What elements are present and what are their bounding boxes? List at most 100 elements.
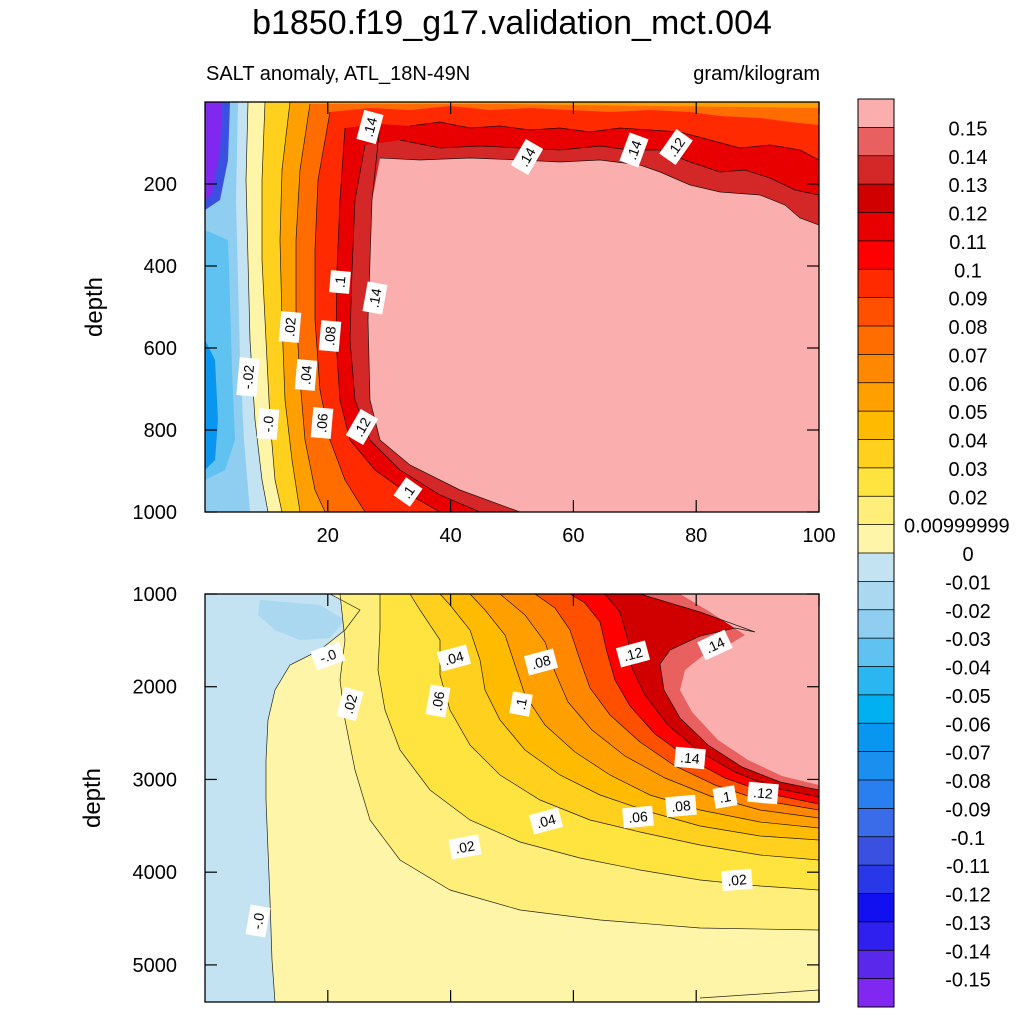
colorbar-swatch	[858, 638, 894, 667]
contour-line	[639, 594, 819, 791]
contour-label-box	[425, 684, 451, 718]
y-tick-label: 1000	[133, 584, 178, 606]
contour-label-box	[236, 357, 260, 397]
colorbar-swatch	[858, 496, 894, 526]
colorbar-label: 0.1	[954, 260, 982, 282]
colorbar-label: 0.05	[949, 402, 988, 424]
colorbar-label: 0.02	[949, 487, 988, 509]
contour-fill	[205, 594, 360, 1002]
colorbar-swatch	[858, 297, 894, 327]
contour-label: .08	[523, 648, 559, 676]
contour-label-box	[622, 805, 654, 829]
lower-contour-panel	[205, 594, 819, 1002]
contour-fill	[258, 600, 345, 640]
y-tick-label: 800	[144, 420, 177, 442]
contour-label-text: .08	[321, 325, 339, 346]
x-tick-label: 60	[562, 525, 584, 547]
contour-label-text: .08	[530, 652, 553, 673]
contour-label: .06	[622, 805, 654, 829]
contour-fill	[205, 102, 222, 200]
contour-label: .02	[278, 311, 302, 343]
contour-label-box	[310, 641, 346, 671]
colorbar-label: -0.05	[945, 686, 991, 708]
colorbar-label: 0.09	[949, 289, 988, 311]
colorbar-label: -0.01	[945, 572, 991, 594]
upper-contour-panel	[205, 102, 819, 512]
contour-label-text: .1	[512, 697, 530, 711]
contour-label-text: .1	[718, 788, 732, 806]
contour-label-text: .02	[281, 316, 299, 337]
contour-label-text: .1	[332, 275, 349, 288]
contour-label-box	[345, 409, 379, 445]
colorbar-swatch	[858, 808, 894, 838]
contour-label: .02	[721, 868, 753, 892]
x-tick-label: 40	[439, 525, 461, 547]
colorbar-swatch	[858, 751, 894, 781]
contour-label-text: .02	[340, 692, 361, 715]
colorbar-label: -0.06	[945, 714, 991, 736]
colorbar-label: 0.03	[949, 459, 988, 481]
contour-label-text: .14	[365, 287, 384, 309]
contour-label-box	[318, 320, 342, 352]
upper-plot-frame	[204, 101, 820, 513]
contour-label-text: .04	[443, 648, 466, 669]
contour-label: .12	[345, 409, 379, 445]
colorbar-swatch	[858, 921, 894, 951]
contour-line	[469, 594, 819, 829]
colorbar-swatch	[858, 865, 894, 894]
contour-label: .14	[619, 132, 649, 168]
upper-y-axis: 200 400 600 800 1000	[133, 174, 819, 524]
contour-label: .1	[509, 691, 533, 717]
contour-line	[245, 102, 269, 512]
contour-label-box	[310, 407, 334, 439]
colorbar-swatch	[858, 382, 894, 412]
contour-label-text: .02	[454, 837, 476, 856]
y-tick-label: 4000	[133, 862, 178, 884]
contour-line	[339, 594, 819, 931]
colorbar-swatch	[858, 978, 894, 1008]
contour-label: .08	[665, 794, 697, 818]
colorbar-swatch	[858, 836, 894, 866]
contour-label: .04	[294, 359, 318, 391]
colorbar-label: -0.08	[945, 771, 991, 793]
y-tick-label: 1000	[133, 502, 178, 524]
colorbar-label: -0.03	[945, 629, 991, 651]
contour-label-box	[329, 270, 351, 294]
colorbar-swatch	[858, 354, 894, 384]
contour-label-text: .14	[703, 634, 728, 657]
contour-label-box	[659, 128, 693, 166]
contour-label: .14	[510, 139, 544, 175]
contour-label-box	[523, 648, 559, 676]
contour-label-text: .12	[622, 644, 645, 665]
contour-fill	[680, 594, 819, 785]
contour-label-box	[721, 868, 753, 892]
colorbar-label: 0.06	[949, 374, 988, 396]
colorbar-swatch	[858, 609, 894, 639]
contour-label-text: .08	[671, 797, 692, 815]
contour-label: -.0	[310, 641, 346, 671]
colorbar-swatch	[858, 99, 894, 128]
contour-fill	[205, 340, 218, 470]
colorbar-swatch	[858, 212, 894, 242]
contour-line	[265, 594, 361, 1002]
contour-label-text: .14	[680, 749, 701, 767]
left-subtitle: SALT anomaly, ATL_18N-49N	[206, 63, 470, 85]
colorbar-label: 0.11	[949, 232, 986, 254]
contour-label-box	[747, 781, 779, 805]
y-tick-label: 600	[144, 338, 177, 360]
colorbar-swatch	[858, 184, 894, 213]
contour-label-text: -.02	[239, 364, 257, 390]
contour-label-box	[356, 109, 384, 145]
contour-label: .02	[448, 834, 482, 860]
contour-label-text: .14	[623, 138, 645, 162]
colorbar-label: -0.12	[945, 885, 991, 907]
contour-label: -.02	[236, 357, 260, 397]
colorbar-swatch	[858, 269, 894, 299]
contour-line	[379, 157, 819, 226]
contour-label-box	[674, 746, 706, 770]
x-tick-label: 80	[685, 525, 707, 547]
contour-label-box	[362, 281, 388, 315]
y-tick-label: 2000	[133, 677, 178, 699]
colorbar: 0.15 0.14 0.13 0.12 0.11 0.1 0.09 0.08 0.07 0.06 0…	[857, 98, 1010, 1008]
colorbar-swatch	[858, 467, 894, 497]
